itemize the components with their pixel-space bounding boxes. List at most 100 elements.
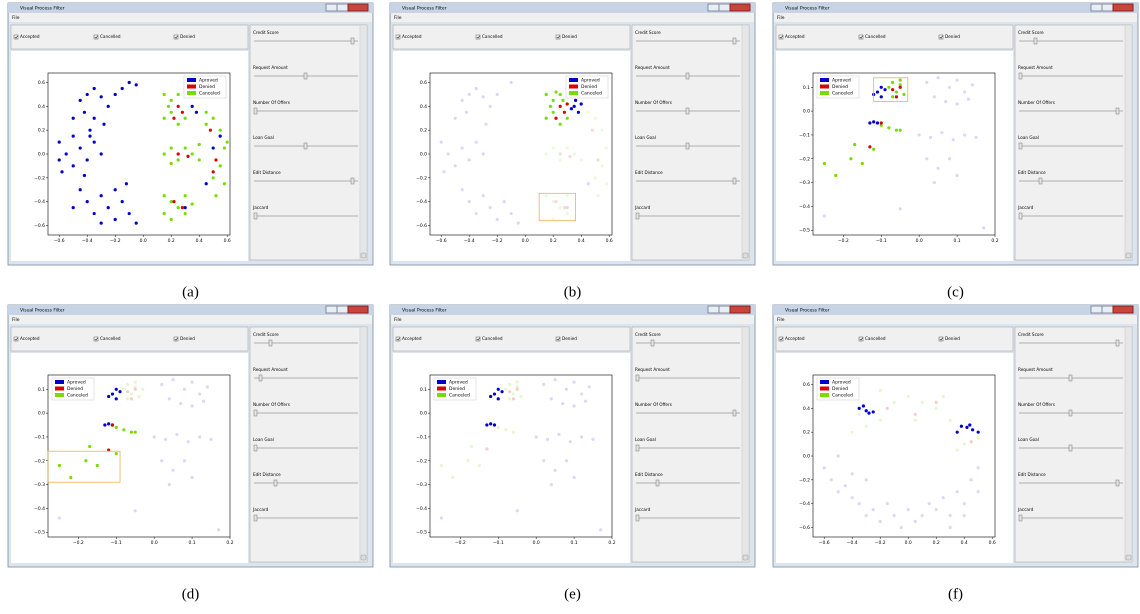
- legend-swatch: [820, 387, 829, 391]
- scroll-button[interactable]: [1126, 253, 1131, 258]
- maximize-button[interactable]: [1102, 306, 1113, 313]
- slider-knob[interactable]: [1116, 480, 1119, 486]
- data-point: [929, 136, 932, 139]
- slider-label: Number Of Offers: [635, 100, 672, 105]
- x-tick-label: −0.6: [819, 540, 830, 546]
- maximize-button[interactable]: [719, 4, 730, 11]
- data-point: [977, 437, 980, 440]
- slider-knob[interactable]: [1039, 178, 1042, 184]
- window-title: Visual Process Filter: [402, 308, 447, 314]
- y-tick-label: 0.1: [803, 85, 810, 91]
- legend-label: Aproved: [581, 78, 600, 84]
- minimize-button[interactable]: [1091, 306, 1102, 313]
- slider-knob[interactable]: [1116, 340, 1119, 346]
- slider-knob[interactable]: [1069, 410, 1072, 416]
- slider-knob[interactable]: [304, 73, 307, 79]
- data-point: [93, 117, 96, 120]
- scroll-button[interactable]: [743, 555, 748, 560]
- slider-knob[interactable]: [351, 178, 354, 184]
- slider-knob[interactable]: [1069, 375, 1072, 381]
- slider-knob[interactable]: [1019, 213, 1022, 219]
- slider-knob[interactable]: [686, 143, 689, 149]
- data-point: [844, 484, 847, 487]
- data-point: [468, 200, 471, 203]
- slider-knob[interactable]: [259, 375, 262, 381]
- slider-knob[interactable]: [269, 340, 272, 346]
- data-point: [69, 476, 72, 479]
- slider-knob[interactable]: [254, 445, 257, 451]
- close-button[interactable]: [1113, 306, 1133, 313]
- close-button[interactable]: [730, 4, 750, 11]
- y-tick-label: 0.2: [803, 430, 810, 436]
- menu-item[interactable]: File: [12, 15, 20, 21]
- maximize-button[interactable]: [337, 306, 348, 313]
- close-button[interactable]: [348, 306, 368, 313]
- close-button[interactable]: [348, 4, 368, 11]
- data-point: [153, 435, 156, 438]
- minimize-button[interactable]: [708, 4, 719, 11]
- menu-item[interactable]: File: [777, 15, 785, 21]
- data-point: [186, 155, 189, 158]
- data-point: [935, 508, 938, 511]
- slider-knob[interactable]: [254, 213, 257, 219]
- maximize-button[interactable]: [1102, 4, 1113, 11]
- menu-item[interactable]: File: [394, 15, 402, 21]
- slider-knob[interactable]: [733, 410, 736, 416]
- minimize-button[interactable]: [326, 306, 337, 313]
- slider-knob[interactable]: [1019, 73, 1022, 79]
- data-point: [135, 221, 138, 224]
- menu-bar: [9, 13, 372, 22]
- slider-knob[interactable]: [656, 480, 659, 486]
- slider-knob[interactable]: [254, 108, 257, 114]
- slider-knob[interactable]: [733, 38, 736, 44]
- legend-label: Canceled: [832, 393, 853, 399]
- menu-item[interactable]: File: [777, 317, 785, 323]
- slider-knob[interactable]: [636, 213, 639, 219]
- data-point: [190, 381, 193, 384]
- close-button[interactable]: [1113, 4, 1133, 11]
- data-point: [497, 397, 500, 400]
- minimize-button[interactable]: [708, 306, 719, 313]
- slider-knob[interactable]: [636, 445, 639, 451]
- slider-knob[interactable]: [651, 340, 654, 346]
- data-point: [823, 214, 826, 217]
- scroll-button[interactable]: [1126, 555, 1131, 560]
- slider-knob[interactable]: [1034, 38, 1037, 44]
- slider-knob[interactable]: [1019, 515, 1022, 521]
- y-tick-label: 0.0: [38, 152, 45, 158]
- slider-knob[interactable]: [1019, 143, 1022, 149]
- scroll-button[interactable]: [361, 555, 366, 560]
- minimize-button[interactable]: [326, 4, 337, 11]
- slider-knob[interactable]: [304, 143, 307, 149]
- slider-knob[interactable]: [1116, 108, 1119, 114]
- scroll-button[interactable]: [361, 253, 366, 258]
- slider-knob[interactable]: [351, 38, 354, 44]
- slider-knob[interactable]: [1069, 445, 1072, 451]
- slider-knob[interactable]: [636, 375, 639, 381]
- maximize-button[interactable]: [337, 4, 348, 11]
- slider-knob[interactable]: [733, 178, 736, 184]
- y-tick-label: −0.2: [34, 175, 45, 181]
- data-point: [191, 202, 194, 205]
- slider-knob[interactable]: [254, 515, 257, 521]
- menu-item[interactable]: File: [394, 317, 402, 323]
- menu-item[interactable]: File: [12, 317, 20, 323]
- data-point: [172, 378, 175, 381]
- slider-knob[interactable]: [274, 480, 277, 486]
- data-point: [440, 516, 443, 519]
- slider-knob[interactable]: [686, 108, 689, 114]
- minimize-button[interactable]: [1091, 4, 1102, 11]
- scroll-button[interactable]: [743, 253, 748, 258]
- data-point: [72, 135, 75, 138]
- x-tick-label: 0.4: [961, 540, 968, 546]
- checkbox-label: Denied: [945, 336, 960, 341]
- data-point: [190, 404, 193, 407]
- maximize-button[interactable]: [719, 306, 730, 313]
- close-button[interactable]: [730, 306, 750, 313]
- slider-knob[interactable]: [254, 410, 257, 416]
- slider-knob[interactable]: [686, 73, 689, 79]
- slider-label: Number Of Offers: [1018, 100, 1055, 105]
- y-tick-label: −0.2: [34, 458, 45, 464]
- checkbox-label: Denied: [562, 336, 577, 341]
- slider-knob[interactable]: [636, 515, 639, 521]
